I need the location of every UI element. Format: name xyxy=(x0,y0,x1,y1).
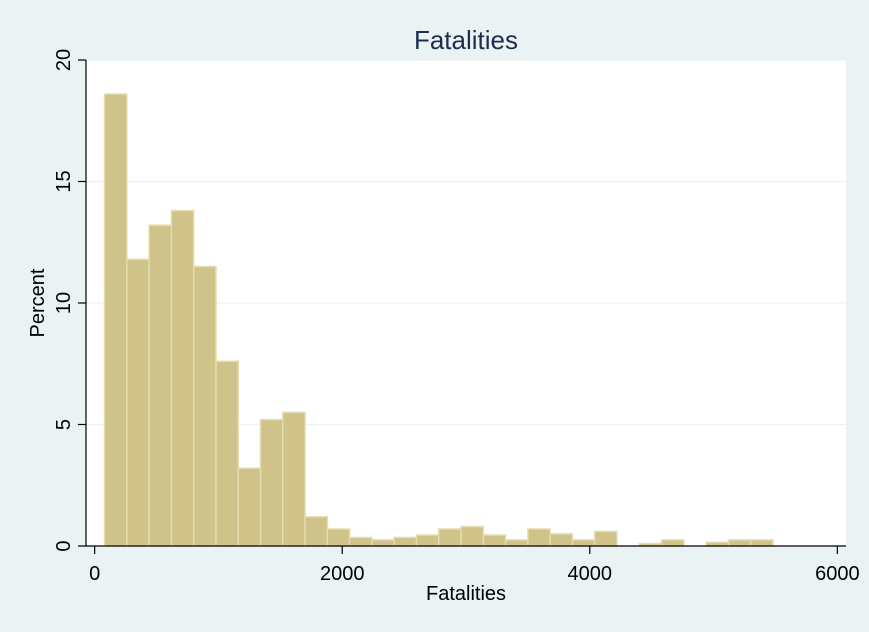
histogram-bar xyxy=(304,516,329,547)
histogram-bar xyxy=(460,525,485,547)
chart-title: Fatalities xyxy=(414,25,518,55)
bars xyxy=(103,93,774,547)
y-tick-label: 0 xyxy=(53,540,75,551)
histogram-bar xyxy=(371,539,395,547)
histogram-bar xyxy=(148,224,173,547)
x-tick-label: 4000 xyxy=(568,563,613,585)
histogram-bar xyxy=(749,539,774,547)
x-tick-label: 0 xyxy=(89,563,100,585)
histogram-bar xyxy=(593,530,618,547)
histogram-bar xyxy=(393,536,418,547)
histogram-bar xyxy=(259,418,284,547)
histogram-bar xyxy=(527,528,551,547)
histogram-bar xyxy=(482,534,507,547)
histogram-bar xyxy=(727,539,752,547)
histogram-bar xyxy=(415,534,440,547)
histogram-bar xyxy=(237,467,262,547)
x-tick-label: 2000 xyxy=(320,563,365,585)
histogram-bar xyxy=(504,539,529,547)
x-axis-title: Fatalities xyxy=(426,583,506,605)
y-tick-label: 5 xyxy=(53,419,75,430)
x-tick-label: 6000 xyxy=(815,563,860,585)
histogram-bar xyxy=(326,528,351,547)
histogram-bar xyxy=(282,411,306,547)
y-tick-label: 10 xyxy=(53,292,75,314)
ticks: 0 5 10 15 20 0 2000 4000 6000 xyxy=(53,49,860,585)
y-axis-title: Percent xyxy=(27,268,49,337)
histogram-bar xyxy=(170,209,195,547)
histogram-bar xyxy=(660,539,685,547)
y-tick-label: 15 xyxy=(53,170,75,192)
y-tick-label: 20 xyxy=(53,49,75,71)
histogram-bar xyxy=(126,258,150,547)
histogram-bar xyxy=(438,528,462,547)
histogram-bar xyxy=(571,539,596,547)
histogram-bar xyxy=(549,533,574,547)
histogram-bar xyxy=(103,93,128,547)
histogram-bar xyxy=(215,360,239,547)
histogram-bar xyxy=(348,536,373,547)
histogram-bar xyxy=(192,265,217,547)
